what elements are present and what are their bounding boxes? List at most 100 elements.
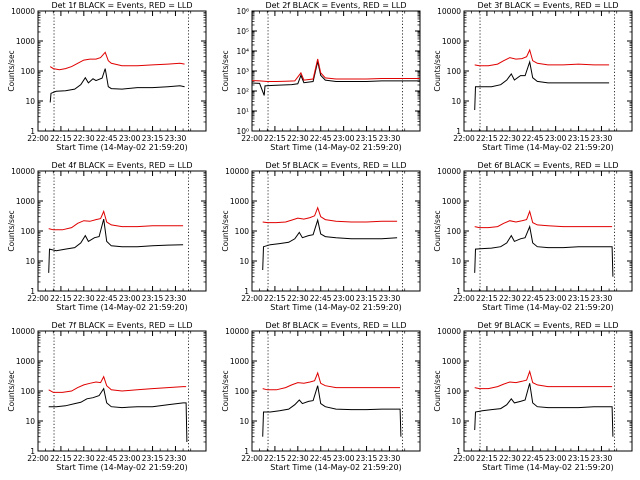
- chart-title: Det 1f BLACK = Events, RED = LLD: [51, 1, 192, 10]
- series-black-events: [49, 68, 185, 103]
- chart-title: Det 7f BLACK = Events, RED = LLD: [51, 321, 192, 330]
- series-red-lld: [262, 371, 401, 391]
- x-tick-label: 22:15: [264, 294, 286, 303]
- y-axis-label: Counts/sec: [221, 210, 230, 251]
- x-tick-label: 22:30: [287, 454, 309, 463]
- y-axis-label: Counts/sec: [7, 210, 16, 251]
- y-tick-label: 1000: [16, 357, 35, 366]
- y-tick-label: 10⁶: [236, 7, 249, 16]
- x-tick-label: 22:30: [499, 454, 521, 463]
- y-tick-label: 100: [235, 387, 250, 396]
- x-tick-label: 22:30: [287, 134, 309, 143]
- chart-title: Det 2f BLACK = Events, RED = LLD: [265, 1, 406, 10]
- y-tick-label: 10000: [437, 327, 461, 336]
- series-black-events: [474, 224, 614, 277]
- panel-det-6f: Det 6f BLACK = Events, RED = LLD 1 10 100 10…: [433, 161, 633, 312]
- panel-det-8f: Det 8f BLACK = Events, RED = LLD 1 10 100 10…: [221, 321, 421, 472]
- x-tick-label: 23:15: [568, 454, 590, 463]
- y-tick-label: 10000: [225, 167, 249, 176]
- panel-det-9f: Det 9f BLACK = Events, RED = LLD 1 10 100 10…: [433, 321, 633, 472]
- series-red-lld: [48, 375, 187, 393]
- x-tick-label: 23:00: [545, 294, 567, 303]
- y-tick-label: 1: [456, 287, 461, 296]
- x-tick-label: 23:30: [591, 294, 613, 303]
- panel-det-7f: Det 7f BLACK = Events, RED = LLD 1 10 100 10…: [7, 321, 207, 472]
- y-tick-label: 10000: [437, 167, 461, 176]
- x-axis-label: Start Time (14-May-02 21:59:20): [270, 303, 401, 312]
- y-tick-label: 1: [456, 127, 461, 136]
- y-tick-label: 1000: [230, 357, 249, 366]
- y-tick-label: 10: [451, 97, 461, 106]
- plot-frame: [251, 330, 421, 452]
- x-tick-label: 22:30: [73, 294, 95, 303]
- x-tick-label: 22:00: [27, 294, 49, 303]
- y-tick-label: 1000: [442, 197, 461, 206]
- x-tick-label: 23:00: [333, 294, 355, 303]
- x-tick-label: 23:00: [333, 454, 355, 463]
- chart-title: Det 9f BLACK = Events, RED = LLD: [477, 321, 618, 330]
- x-tick-label: 23:30: [165, 134, 187, 143]
- y-tick-label: 10000: [11, 167, 35, 176]
- y-tick-label: 1: [244, 447, 249, 456]
- x-tick-label: 22:00: [241, 454, 263, 463]
- x-tick-label: 22:00: [27, 134, 49, 143]
- y-tick-label: 1000: [442, 37, 461, 46]
- x-tick-label: 23:30: [591, 454, 613, 463]
- x-tick-label: 22:30: [73, 454, 95, 463]
- x-tick-label: 22:30: [287, 294, 309, 303]
- series-red-lld: [474, 209, 613, 229]
- y-tick-label: 1: [30, 447, 35, 456]
- y-tick-label: 100: [21, 387, 36, 396]
- x-tick-label: 23:30: [165, 454, 187, 463]
- x-tick-label: 22:00: [453, 454, 475, 463]
- x-tick-label: 22:15: [476, 294, 498, 303]
- plot-frame: [463, 330, 633, 452]
- series-black-events: [262, 218, 398, 271]
- x-tick-label: 22:45: [522, 134, 544, 143]
- panel-det-2f: Det 2f BLACK = Events, RED = LLD 10⁰ 10¹ 10…: [221, 1, 421, 152]
- y-tick-label: 100: [447, 387, 462, 396]
- series-red-lld: [251, 58, 420, 82]
- y-tick-label: 100: [21, 67, 36, 76]
- y-tick-label: 10: [25, 257, 35, 266]
- x-tick-label: 23:30: [379, 134, 401, 143]
- x-axis-label: Start Time (14-May-02 21:59:20): [56, 143, 187, 152]
- chart-title: Det 8f BLACK = Events, RED = LLD: [265, 321, 406, 330]
- y-tick-label: 100: [447, 227, 462, 236]
- y-tick-label: 100: [21, 227, 36, 236]
- y-tick-label: 10: [451, 257, 461, 266]
- y-tick-label: 10³: [236, 67, 249, 76]
- x-tick-label: 22:15: [50, 294, 72, 303]
- y-tick-label: 10²: [236, 87, 249, 96]
- x-tick-label: 22:00: [453, 294, 475, 303]
- y-tick-label: 1000: [16, 197, 35, 206]
- x-tick-label: 22:30: [499, 134, 521, 143]
- x-tick-label: 22:00: [241, 134, 263, 143]
- series-black-events: [48, 218, 184, 273]
- x-tick-label: 22:15: [50, 454, 72, 463]
- x-axis-label: Start Time (14-May-02 21:59:20): [56, 303, 187, 312]
- y-tick-label: 1: [30, 287, 35, 296]
- y-tick-label: 10000: [437, 7, 461, 16]
- x-tick-label: 23:00: [119, 294, 141, 303]
- series-red-lld: [48, 209, 184, 231]
- plot-frame: [463, 170, 633, 292]
- x-tick-label: 22:15: [476, 454, 498, 463]
- y-tick-label: 10000: [225, 327, 249, 336]
- y-axis-label: Counts/sec: [433, 210, 442, 251]
- plot-frame: [37, 10, 207, 132]
- x-tick-label: 22:45: [522, 454, 544, 463]
- x-tick-label: 22:00: [453, 134, 475, 143]
- y-tick-label: 10⁴: [236, 47, 249, 56]
- x-axis-label: Start Time (14-May-02 21:59:20): [56, 463, 187, 472]
- y-axis-label: Counts/sec: [7, 50, 16, 91]
- chart-title: Det 3f BLACK = Events, RED = LLD: [477, 1, 618, 10]
- y-tick-label: 10¹: [236, 107, 249, 116]
- plot-frame: [251, 170, 421, 292]
- x-axis-label: Start Time (14-May-02 21:59:20): [482, 143, 613, 152]
- panel-det-5f: Det 5f BLACK = Events, RED = LLD 1 10 100 10…: [221, 161, 421, 312]
- series-red-lld: [474, 48, 610, 67]
- y-tick-label: 100: [447, 67, 462, 76]
- x-tick-label: 22:15: [50, 134, 72, 143]
- plot-frame: [251, 10, 421, 132]
